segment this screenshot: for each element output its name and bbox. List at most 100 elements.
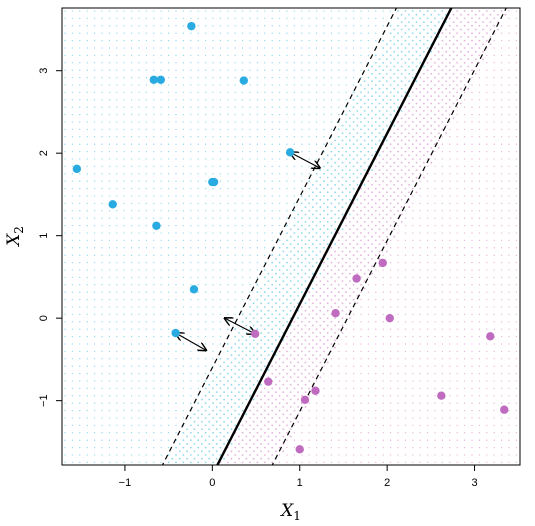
region-dot — [64, 372, 66, 375]
region-dot — [227, 76, 229, 79]
region-dot — [412, 232, 414, 234]
region-dot — [375, 365, 377, 367]
region-dot — [367, 187, 370, 190]
region-dot — [500, 224, 503, 227]
region-dot — [315, 432, 318, 434]
region-dot — [330, 402, 333, 404]
region-dot — [419, 217, 421, 219]
region-dot — [201, 457, 203, 460]
region-dot — [456, 432, 458, 434]
region-dot — [182, 454, 185, 456]
region-dot — [175, 180, 177, 182]
region-dot — [86, 276, 88, 279]
region-dot — [334, 147, 336, 149]
region-dot — [227, 121, 229, 123]
region-dot — [301, 32, 303, 34]
region-dot — [374, 254, 377, 257]
region-dot — [382, 98, 385, 101]
region-dot — [352, 39, 355, 42]
region-dot — [197, 158, 199, 160]
region-dot — [167, 158, 170, 160]
region-dot — [282, 243, 285, 246]
region-dot — [167, 232, 170, 234]
region-dot — [263, 357, 266, 360]
region-dot — [389, 135, 392, 138]
region-dot — [330, 439, 333, 441]
region-dot — [300, 320, 303, 323]
region-dot — [460, 80, 462, 83]
region-dot — [71, 350, 74, 353]
region-dot — [160, 306, 162, 308]
region-dot — [289, 243, 292, 246]
region-dot — [116, 136, 118, 138]
region-dot — [153, 84, 155, 86]
region-dot — [278, 357, 281, 360]
region-dot — [175, 417, 177, 419]
region-dot — [463, 17, 466, 20]
region-dot — [153, 121, 155, 123]
region-dot — [249, 439, 251, 442]
region-dot — [241, 195, 244, 197]
region-dot — [160, 409, 162, 412]
region-dot — [227, 210, 229, 212]
region-dot — [153, 128, 155, 131]
region-dot — [64, 25, 66, 27]
region-dot — [300, 232, 303, 234]
region-dot — [182, 99, 185, 101]
region-dot — [419, 224, 421, 227]
region-dot — [500, 99, 503, 101]
region-dot — [360, 39, 362, 42]
region-dot — [175, 165, 177, 168]
region-dot — [249, 431, 251, 434]
region-dot — [116, 91, 118, 94]
region-dot — [175, 306, 177, 308]
region-dot — [201, 428, 203, 430]
region-dot — [86, 454, 88, 456]
region-dot — [489, 21, 492, 23]
region-dot — [437, 65, 440, 68]
region-dot — [363, 206, 366, 209]
region-dot — [463, 150, 466, 153]
region-dot — [153, 432, 155, 434]
region-dot — [345, 461, 347, 464]
region-dot — [189, 431, 192, 434]
region-dot — [79, 269, 81, 271]
region-dot — [374, 165, 377, 168]
region-dot — [282, 309, 285, 312]
region-dot — [227, 10, 229, 12]
region-dot — [397, 291, 399, 293]
region-dot — [434, 261, 436, 264]
region-dot — [319, 228, 322, 231]
region-dot — [212, 254, 214, 256]
region-dot — [382, 113, 385, 116]
region-dot — [241, 217, 244, 219]
region-dot — [275, 287, 277, 290]
region-dot — [400, 198, 403, 201]
region-dot — [330, 172, 333, 175]
region-dot — [241, 136, 244, 138]
region-dot — [256, 283, 259, 286]
region-dot — [419, 84, 422, 86]
region-dot — [334, 302, 336, 305]
region-dot — [374, 217, 377, 220]
region-dot — [345, 76, 347, 79]
region-dot — [393, 73, 396, 75]
region-dot — [71, 217, 74, 219]
region-dot — [182, 254, 185, 256]
region-dot — [352, 62, 355, 64]
region-dot — [515, 417, 518, 419]
region-dot — [315, 409, 318, 412]
region-dot — [249, 91, 251, 94]
region-dot — [500, 54, 503, 57]
region-dot — [238, 435, 240, 438]
region-dot — [238, 406, 240, 408]
region-dot — [201, 398, 203, 401]
region-dot — [485, 32, 488, 35]
region-dot — [367, 232, 370, 234]
region-dot — [219, 54, 222, 57]
region-dot — [515, 25, 518, 27]
region-dot — [508, 395, 510, 397]
region-dot — [471, 291, 473, 293]
region-dot — [386, 235, 388, 238]
region-dot — [337, 165, 340, 168]
